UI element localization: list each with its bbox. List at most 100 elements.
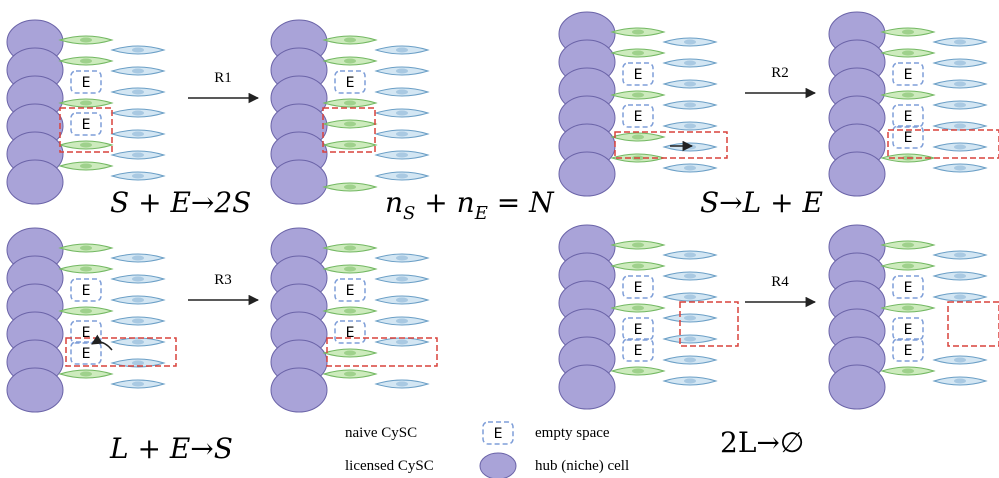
empty-label: E xyxy=(82,283,91,299)
nucleus xyxy=(80,372,92,377)
nucleus xyxy=(396,69,408,74)
legend-empty: empty space xyxy=(535,425,610,441)
nucleus xyxy=(396,340,408,345)
nucleus xyxy=(80,101,92,106)
nucleus xyxy=(344,59,356,64)
legend-naive: naive CySC xyxy=(345,425,417,441)
nucleus xyxy=(632,93,644,98)
nucleus xyxy=(344,246,356,251)
nucleus xyxy=(396,132,408,137)
reaction-label: R2 xyxy=(771,65,789,81)
nucleus xyxy=(954,82,966,87)
nucleus xyxy=(954,166,966,171)
panel: EEE xyxy=(559,225,738,409)
nucleus xyxy=(344,101,356,106)
nucleus xyxy=(80,59,92,64)
empty-label: E xyxy=(904,280,913,296)
hub-cell xyxy=(829,365,885,409)
nucleus xyxy=(902,51,914,56)
nucleus xyxy=(902,243,914,248)
nucleus xyxy=(684,124,696,129)
nucleus xyxy=(344,185,356,190)
legend-hub-icon xyxy=(480,453,516,478)
nucleus xyxy=(902,306,914,311)
equation-r2: S→L + E xyxy=(700,186,823,219)
nucleus xyxy=(132,298,144,303)
nucleus xyxy=(396,382,408,387)
hub-cell xyxy=(829,152,885,196)
empty-label: E xyxy=(82,346,91,362)
legend-licensed: licensed CySC xyxy=(345,458,434,474)
nucleus xyxy=(132,277,144,282)
panel: EE xyxy=(559,12,727,196)
reaction-label: R1 xyxy=(214,70,232,86)
panel: EEE xyxy=(7,228,176,412)
nucleus xyxy=(132,256,144,261)
nucleus xyxy=(954,295,966,300)
nucleus xyxy=(80,246,92,251)
nucleus xyxy=(632,306,644,311)
hub-cell xyxy=(559,365,615,409)
nucleus xyxy=(632,243,644,248)
nucleus xyxy=(902,264,914,269)
nucleus xyxy=(954,61,966,66)
nucleus xyxy=(684,316,696,321)
nucleus xyxy=(132,132,144,137)
panel: EEE xyxy=(829,225,999,409)
nucleus xyxy=(396,277,408,282)
nucleus xyxy=(80,164,92,169)
nucleus xyxy=(132,319,144,324)
equation-part: = N xyxy=(488,186,555,219)
hub-cell xyxy=(271,160,327,204)
nucleus xyxy=(684,253,696,258)
empty-label: E xyxy=(904,109,913,125)
nucleus xyxy=(632,51,644,56)
empty-label: E xyxy=(634,67,643,83)
nucleus xyxy=(684,61,696,66)
nucleus xyxy=(684,40,696,45)
hub-cell xyxy=(7,160,63,204)
nucleus xyxy=(902,30,914,35)
nucleus xyxy=(80,267,92,272)
nucleus xyxy=(344,38,356,43)
nucleus xyxy=(396,319,408,324)
nucleus xyxy=(132,361,144,366)
nucleus xyxy=(684,103,696,108)
hub-cell xyxy=(559,152,615,196)
nucleus xyxy=(954,358,966,363)
nucleus xyxy=(684,82,696,87)
nucleus xyxy=(954,253,966,258)
equation-r4: 2L→∅ xyxy=(720,426,804,459)
equation-conservation: nS + nE = N xyxy=(385,186,555,224)
nucleus xyxy=(684,166,696,171)
nucleus xyxy=(80,143,92,148)
empty-label: E xyxy=(904,343,913,359)
reaction-label: R4 xyxy=(771,274,789,290)
nucleus xyxy=(344,267,356,272)
diagram: EEEEEEEEEEEEEEEEEEER1R2R3R4 S + E→2S nS … xyxy=(0,0,999,478)
nucleus xyxy=(684,274,696,279)
highlight-box xyxy=(948,302,999,346)
nucleus xyxy=(632,264,644,269)
nucleus xyxy=(954,145,966,150)
nucleus xyxy=(132,69,144,74)
nucleus xyxy=(632,30,644,35)
move-arrow xyxy=(92,342,112,350)
hub-cell xyxy=(271,368,327,412)
empty-label: E xyxy=(82,75,91,91)
panel: EE xyxy=(271,228,437,412)
nucleus xyxy=(954,124,966,129)
empty-label: E xyxy=(346,75,355,91)
empty-label: E xyxy=(634,322,643,338)
hub-cell xyxy=(7,368,63,412)
nucleus xyxy=(132,153,144,158)
nucleus xyxy=(396,256,408,261)
equation-part: + n xyxy=(415,186,474,219)
panel: E xyxy=(271,20,428,204)
nucleus xyxy=(902,369,914,374)
subscript: E xyxy=(474,203,488,224)
empty-label: E xyxy=(904,322,913,338)
nucleus xyxy=(132,111,144,116)
nucleus xyxy=(132,382,144,387)
legend-hub: hub (niche) cell xyxy=(535,458,629,474)
